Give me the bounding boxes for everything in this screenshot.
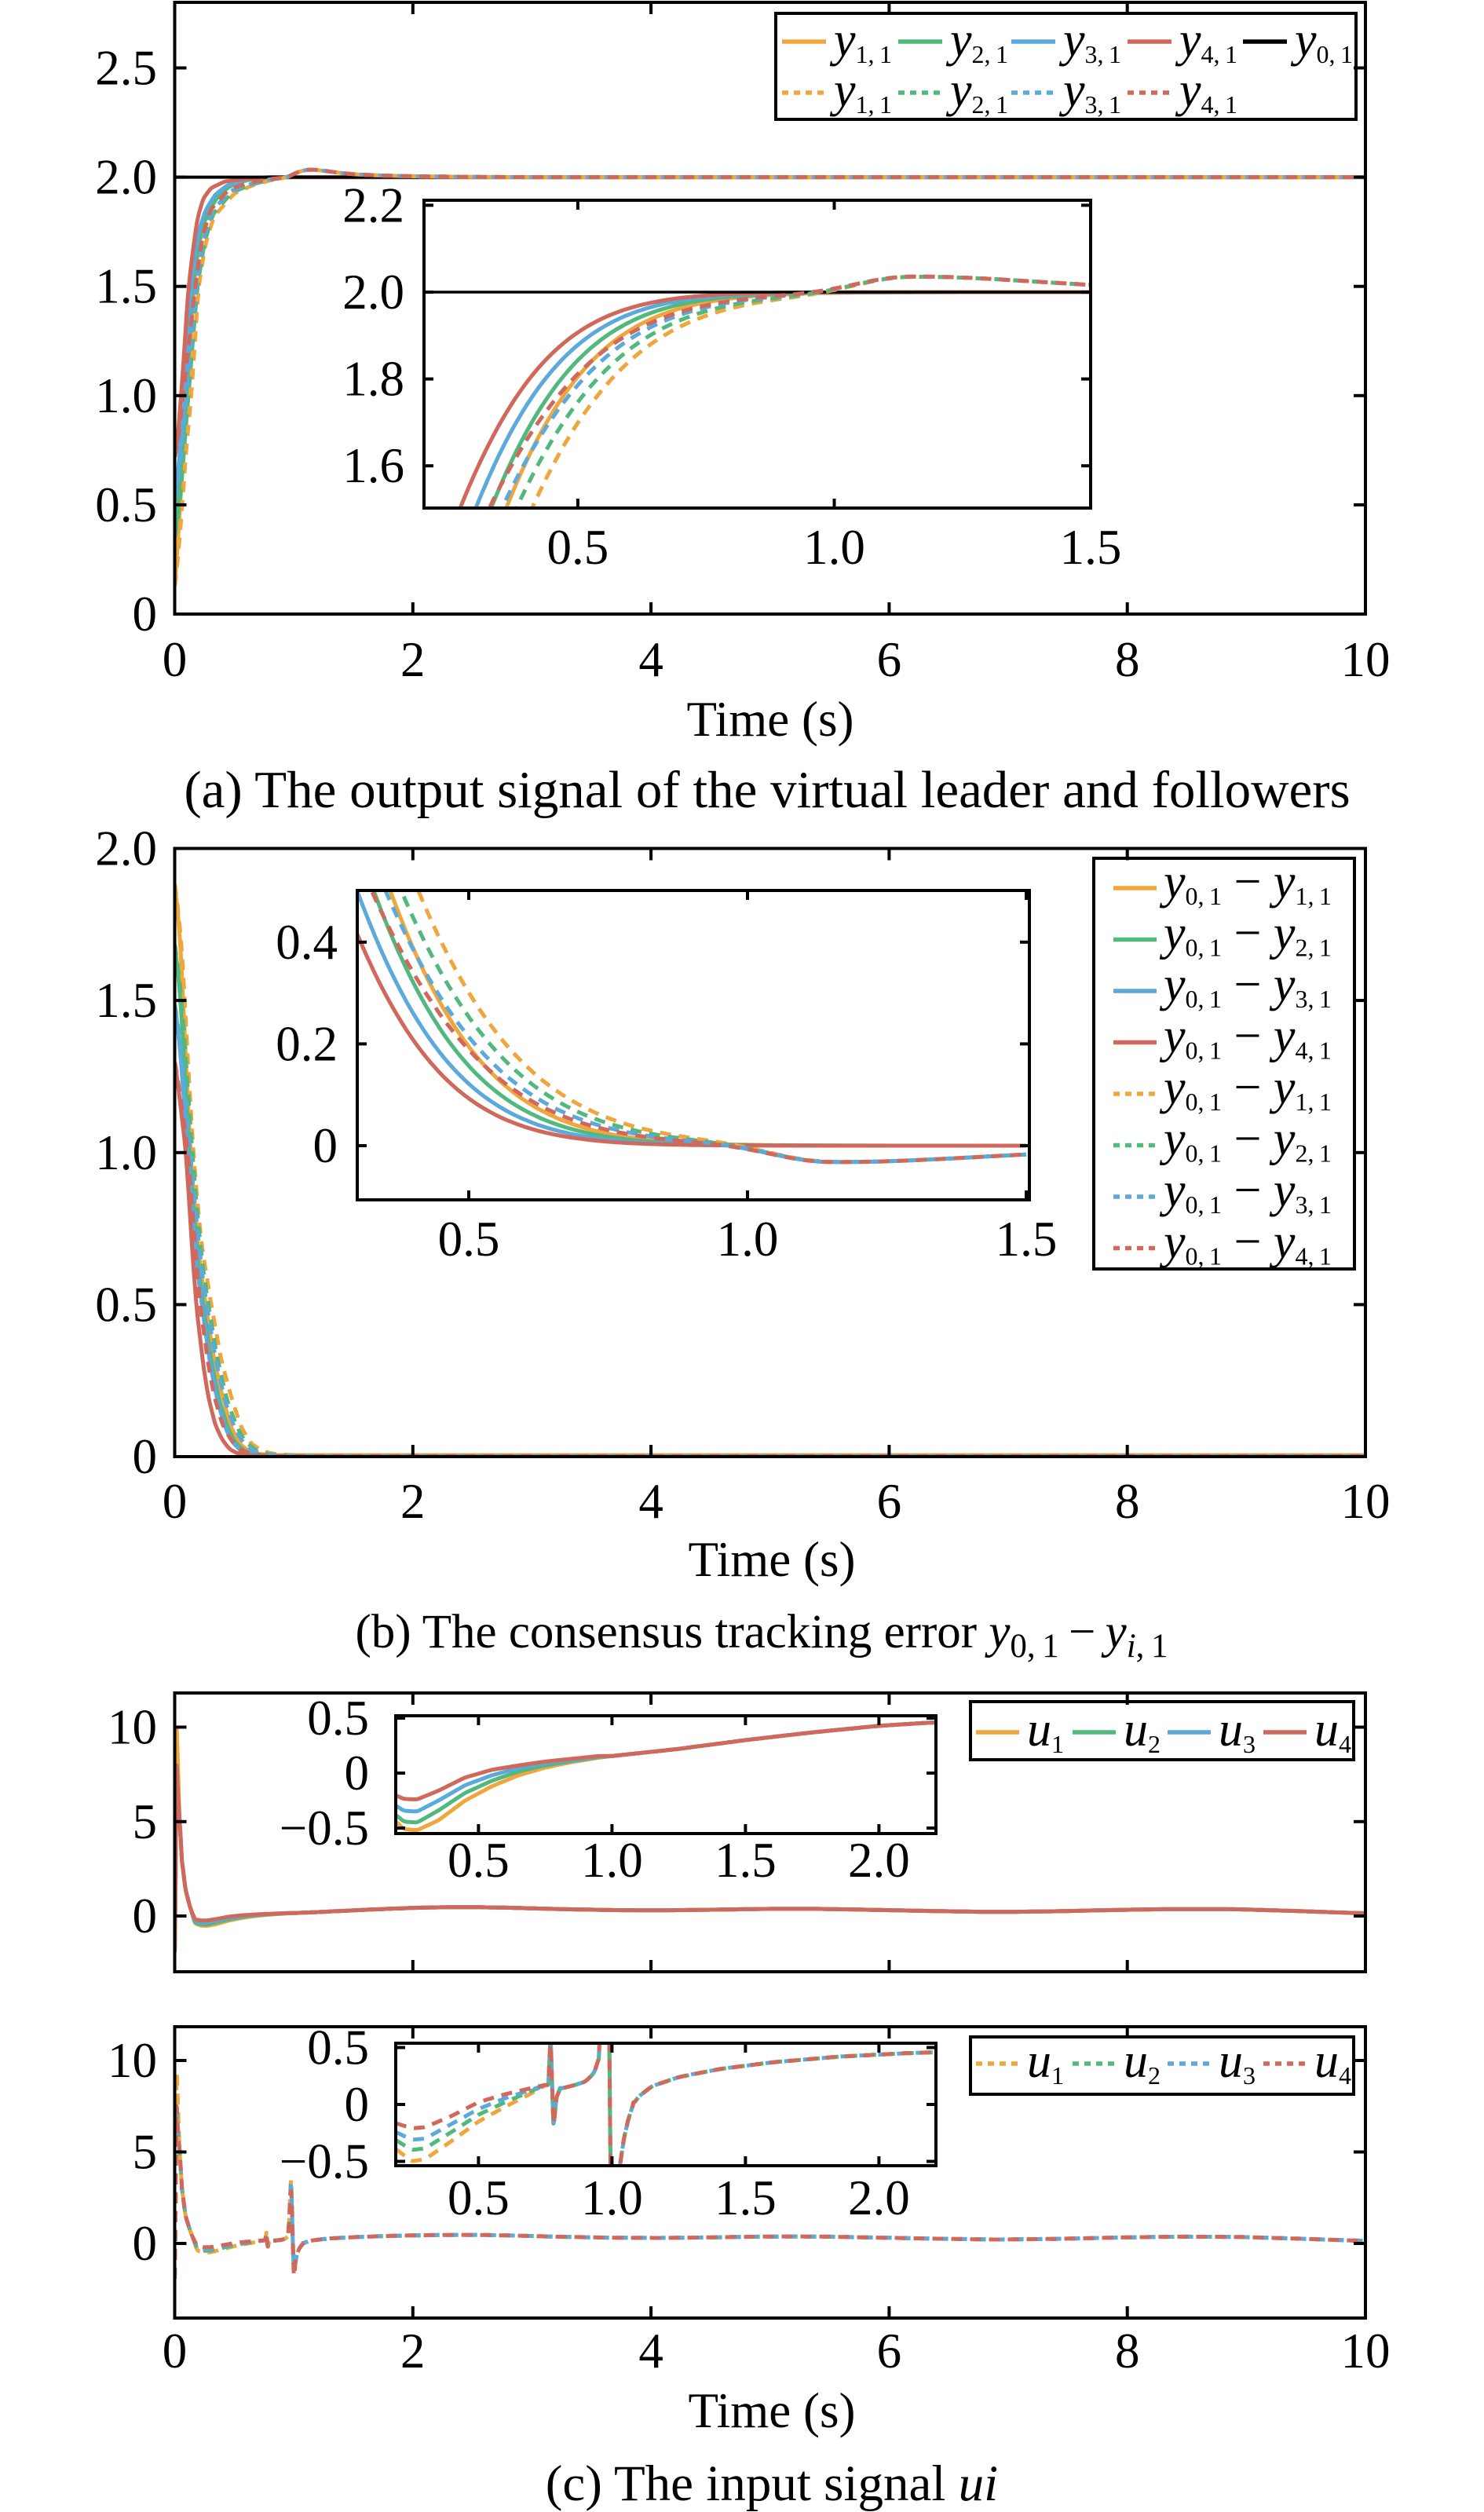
svg-text:−0.5: −0.5 [280,1801,369,1856]
svg-text:y0, 1: y0, 1 [1290,13,1353,68]
svg-text:2.0: 2.0 [848,1833,910,1888]
svg-text:u3: u3 [1219,2035,1256,2090]
svg-text:1.0: 1.0 [717,1212,779,1267]
svg-text:1.5: 1.5 [996,1212,1058,1267]
svg-text:y0, 1 − y2, 1: y0, 1 − y2, 1 [1159,907,1332,962]
svg-text:1.5: 1.5 [95,973,157,1028]
svg-text:0: 0 [313,1118,338,1173]
svg-text:Time (s): Time (s) [689,2383,856,2438]
svg-text:u4: u4 [1314,2035,1351,2090]
svg-text:1.5: 1.5 [95,259,157,314]
svg-text:−0.5: −0.5 [280,2134,369,2189]
svg-text:u1: u1 [1027,2035,1064,2090]
svg-text:0: 0 [345,2077,370,2132]
svg-text:0.5: 0.5 [448,2170,510,2225]
svg-text:10: 10 [108,1700,157,1755]
svg-text:1.0: 1.0 [581,2170,643,2225]
svg-text:(a) The output signal of the v: (a) The output signal of the virtual lea… [184,761,1350,819]
svg-text:y0, 1 − y4, 1: y0, 1 − y4, 1 [1159,1216,1332,1271]
svg-text:y4, 1: y4, 1 [1175,13,1237,68]
svg-text:y3, 1: y3, 1 [1058,13,1121,68]
svg-text:Time (s): Time (s) [689,1532,856,1587]
svg-text:(c) The input signal ui: (c) The input signal ui [546,2455,998,2512]
svg-text:u4: u4 [1314,1703,1351,1758]
svg-text:2: 2 [400,1474,426,1529]
svg-text:0.5: 0.5 [95,477,157,532]
svg-text:y0, 1 − y1, 1: y0, 1 − y1, 1 [1159,1061,1332,1116]
svg-text:y1, 1: y1, 1 [829,64,892,119]
svg-text:0: 0 [133,1889,158,1943]
svg-text:0: 0 [163,2324,188,2379]
svg-text:0.4: 0.4 [276,915,338,970]
svg-text:10: 10 [1341,2324,1391,2379]
svg-text:y0, 1 − y3, 1: y0, 1 − y3, 1 [1159,1164,1332,1219]
svg-text:y2, 1: y2, 1 [945,13,1008,68]
svg-text:0.5: 0.5 [307,2020,369,2075]
svg-text:y4, 1: y4, 1 [1175,64,1237,119]
svg-text:0: 0 [163,632,188,687]
svg-text:1.5: 1.5 [715,1833,777,1888]
svg-text:2.5: 2.5 [95,41,157,96]
svg-text:4: 4 [638,632,663,687]
svg-text:4: 4 [638,2324,663,2379]
svg-text:2: 2 [400,632,426,687]
svg-text:8: 8 [1115,1474,1140,1529]
svg-text:0: 0 [133,2216,158,2271]
svg-text:0: 0 [133,1429,158,1484]
svg-text:1.0: 1.0 [95,368,157,423]
svg-text:0.5: 0.5 [307,1691,369,1746]
svg-text:y0, 1 − y1, 1: y0, 1 − y1, 1 [1159,855,1332,910]
svg-text:y2, 1: y2, 1 [945,64,1008,119]
svg-text:4: 4 [638,1474,663,1529]
svg-text:1.0: 1.0 [803,520,865,575]
svg-text:0: 0 [163,1474,188,1529]
svg-text:6: 6 [877,632,902,687]
svg-text:2.0: 2.0 [342,265,404,320]
svg-text:u2: u2 [1124,2035,1161,2090]
svg-text:1.5: 1.5 [1060,520,1122,575]
svg-text:6: 6 [877,2324,902,2379]
svg-text:1.8: 1.8 [342,352,404,407]
svg-text:0.5: 0.5 [95,1277,157,1332]
svg-text:2.2: 2.2 [342,177,404,232]
svg-text:8: 8 [1115,2324,1140,2379]
svg-text:(b) The consensus tracking err: (b) The consensus tracking error y0, 1 −… [355,1606,1168,1665]
svg-text:0: 0 [133,587,158,642]
svg-text:Time (s): Time (s) [687,692,854,747]
svg-text:0.2: 0.2 [276,1016,338,1071]
svg-text:0.5: 0.5 [547,520,609,575]
svg-text:8: 8 [1115,632,1140,687]
svg-text:10: 10 [1341,1474,1391,1529]
svg-text:0.5: 0.5 [448,1833,510,1888]
svg-text:u2: u2 [1124,1703,1161,1758]
svg-text:y0, 1 − y2, 1: y0, 1 − y2, 1 [1159,1113,1332,1168]
svg-text:y0, 1 − y3, 1: y0, 1 − y3, 1 [1159,958,1332,1013]
svg-text:u1: u1 [1027,1703,1064,1758]
svg-text:y3, 1: y3, 1 [1058,64,1121,119]
svg-text:u3: u3 [1219,1703,1256,1758]
svg-text:2.0: 2.0 [95,821,157,876]
svg-text:1.6: 1.6 [342,438,404,493]
svg-text:10: 10 [1341,632,1391,687]
svg-text:0.5: 0.5 [438,1212,500,1267]
svg-text:1.0: 1.0 [581,1833,643,1888]
svg-text:2.0: 2.0 [848,2170,910,2225]
svg-text:5: 5 [133,1794,158,1849]
svg-text:2: 2 [400,2324,426,2379]
svg-text:1.0: 1.0 [95,1125,157,1180]
svg-text:y1, 1: y1, 1 [829,13,892,68]
svg-text:0: 0 [345,1746,370,1801]
svg-text:2.0: 2.0 [95,150,157,205]
svg-text:5: 5 [133,2125,158,2180]
svg-text:10: 10 [108,2033,157,2088]
svg-text:y0, 1 − y4, 1: y0, 1 − y4, 1 [1159,1010,1332,1065]
svg-text:1.5: 1.5 [715,2170,777,2225]
svg-text:6: 6 [877,1474,902,1529]
